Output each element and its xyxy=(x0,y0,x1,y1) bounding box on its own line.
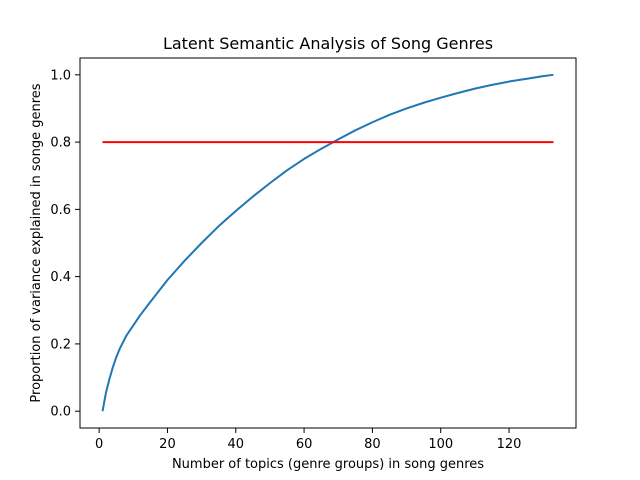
x-tick-label: 80 xyxy=(364,437,381,452)
x-axis: 0 20 40 60 80 100 120 xyxy=(95,428,521,452)
x-tick-label: 0 xyxy=(95,437,103,452)
x-tick-label: 40 xyxy=(227,437,244,452)
y-tick-label: 1.0 xyxy=(50,68,71,83)
chart-title: Latent Semantic Analysis of Song Genres xyxy=(163,34,493,53)
y-tick-label: 0.0 xyxy=(50,405,71,420)
y-axis-label: Proportion of variance explained in song… xyxy=(29,83,44,402)
y-tick-label: 0.4 xyxy=(50,270,71,285)
series-line-0 xyxy=(101,73,554,412)
x-axis-label: Number of topics (genre groups) in song … xyxy=(172,457,484,472)
x-tick-label: 60 xyxy=(296,437,313,452)
y-tick-label: 0.6 xyxy=(50,203,71,218)
plot-lines xyxy=(101,73,554,412)
plot-frame xyxy=(79,57,577,429)
x-tick-label: 100 xyxy=(428,437,453,452)
x-tick-label: 20 xyxy=(159,437,176,452)
y-axis: 0.0 0.2 0.4 0.6 0.8 1.0 xyxy=(50,68,80,420)
y-tick-label: 0.8 xyxy=(50,136,71,151)
x-tick-label: 120 xyxy=(497,437,522,452)
y-tick-label: 0.2 xyxy=(50,337,71,352)
